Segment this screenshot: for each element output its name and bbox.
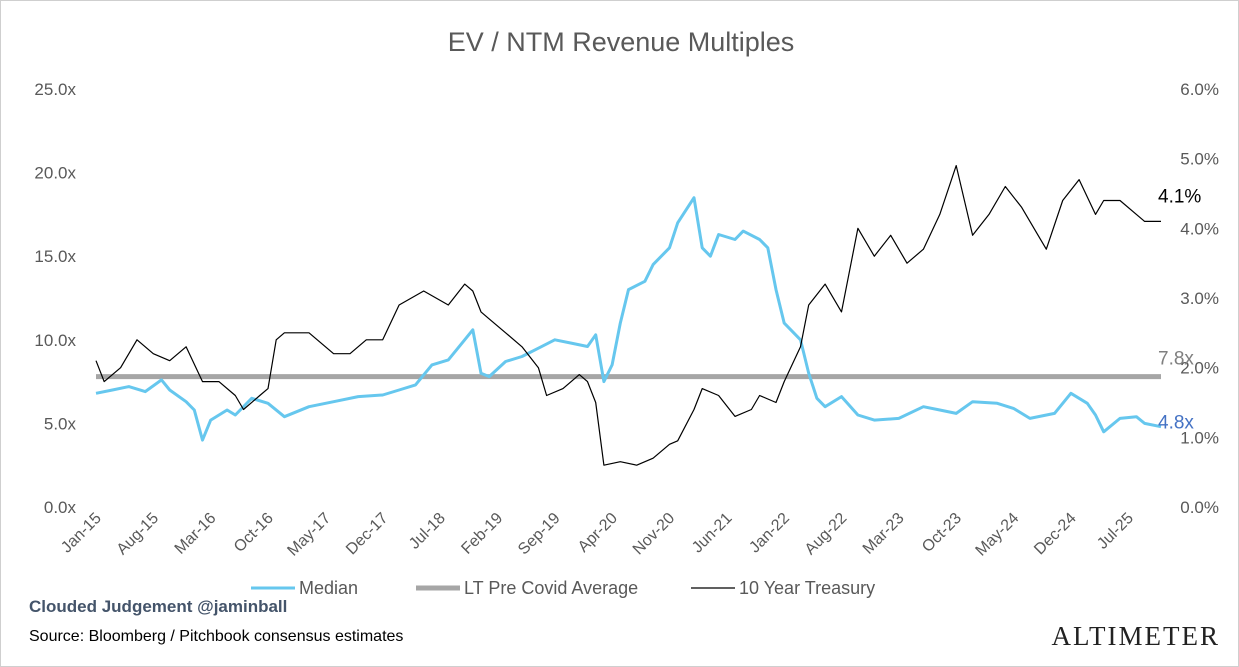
right-axis-tick-label: 0.0% xyxy=(1180,498,1219,517)
legend-label: LT Pre Covid Average xyxy=(464,578,638,598)
right-axis-tick-label: 4.0% xyxy=(1180,219,1219,238)
x-axis-tick-label: Sep-19 xyxy=(515,510,564,559)
legend-label: 10 Year Treasury xyxy=(739,578,875,598)
end-value-label: 4.1% xyxy=(1158,186,1201,207)
left-axis-tick-label: 0.0x xyxy=(44,498,77,517)
x-axis-tick-label: Dec-24 xyxy=(1031,510,1080,559)
x-axis-tick-label: Apr-20 xyxy=(575,510,621,556)
brand-logo: ALTIMETER xyxy=(1051,621,1220,651)
right-axis-tick-label: 5.0% xyxy=(1180,150,1219,169)
x-axis-tick-label: Jul-25 xyxy=(1094,510,1137,553)
10-year-treasury-line xyxy=(95,165,1161,466)
x-axis-tick-label: Nov-20 xyxy=(630,510,679,559)
source-text: Source: Bloomberg / Pitchbook consensus … xyxy=(29,628,404,645)
left-axis-tick-label: 20.0x xyxy=(34,164,76,183)
x-axis-tick-label: Aug-22 xyxy=(802,510,851,559)
x-axis-tick-label: Oct-23 xyxy=(919,510,965,556)
right-axis-tick-label: 3.0% xyxy=(1180,289,1219,308)
x-axis-tick-label: Oct-16 xyxy=(231,510,277,556)
end-value-label: 4.8x xyxy=(1158,413,1194,434)
x-axis-tick-label: Jul-18 xyxy=(406,510,449,553)
credit-text: Clouded Judgement @jaminball xyxy=(29,597,288,616)
x-axis-tick-label: Jun-21 xyxy=(689,510,736,557)
x-axis-tick-label: Feb-19 xyxy=(458,510,506,558)
right-axis-tick-label: 6.0% xyxy=(1180,80,1219,99)
chart-title: EV / NTM Revenue Multiples xyxy=(448,27,795,57)
legend-label: Median xyxy=(299,578,358,598)
x-axis-tick-label: Mar-23 xyxy=(860,510,908,558)
x-axis-tick-label: May-17 xyxy=(284,510,334,560)
x-axis-tick-label: Aug-15 xyxy=(114,510,163,559)
median-line xyxy=(95,196,1162,442)
right-axis-tick-label: 2.0% xyxy=(1180,359,1219,378)
end-value-label: 7.8x xyxy=(1158,349,1194,370)
right-axis-tick-label: 1.0% xyxy=(1180,428,1219,447)
x-axis-tick-label: Dec-17 xyxy=(343,510,392,559)
left-axis-tick-label: 10.0x xyxy=(34,331,76,350)
x-axis-tick-label: Mar-16 xyxy=(172,510,220,558)
left-axis-tick-label: 25.0x xyxy=(34,80,76,99)
left-axis-tick-label: 5.0x xyxy=(44,414,77,433)
x-axis-tick-label: May-24 xyxy=(973,510,1023,560)
x-axis-tick-label: Jan-22 xyxy=(746,510,793,557)
left-axis-tick-label: 15.0x xyxy=(34,247,76,266)
